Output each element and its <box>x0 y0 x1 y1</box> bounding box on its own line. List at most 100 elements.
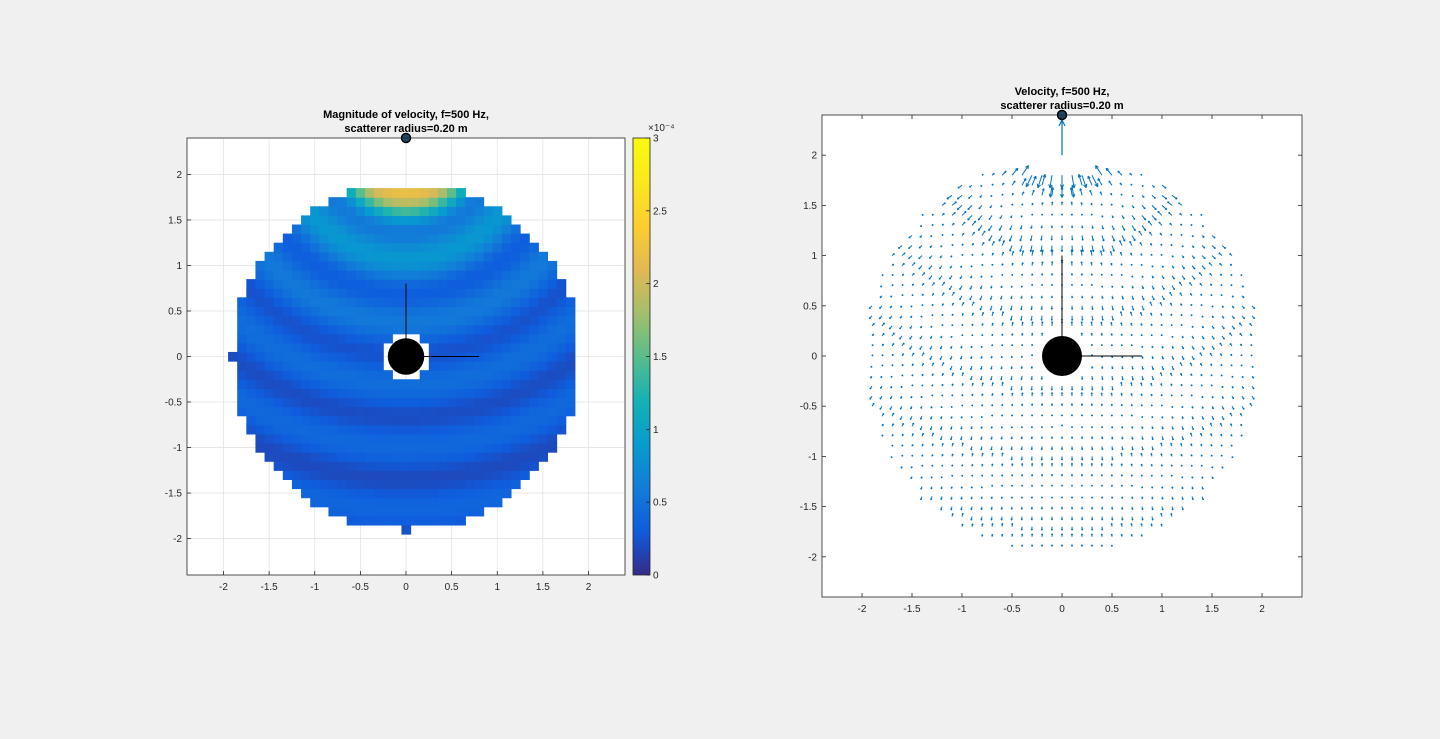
quiver-arrow <box>970 446 973 451</box>
quiver-arrow <box>891 284 894 287</box>
heatmap-cell <box>529 279 539 289</box>
heatmap-cell <box>447 197 457 207</box>
heatmap-cell <box>492 215 503 226</box>
heatmap-cell <box>383 224 393 235</box>
colorbar-tick-label: 1.5 <box>653 352 667 363</box>
quiver-arrow <box>919 345 923 350</box>
heatmap-cell <box>428 233 439 244</box>
heatmap-cell <box>456 288 466 298</box>
heatmap-cell <box>392 488 403 499</box>
heatmap-cell <box>483 206 494 216</box>
quiver-arrow <box>1140 404 1143 407</box>
heatmap-cell <box>538 351 549 362</box>
heatmap-cell <box>501 424 512 435</box>
heatmap-cell <box>364 215 375 226</box>
quiver-arrow <box>970 496 973 500</box>
quiver-arrow <box>1070 201 1073 206</box>
quiver-arrow <box>1010 414 1014 417</box>
heatmap-cell <box>483 333 494 344</box>
heatmap-cell <box>392 188 403 198</box>
heatmap-cell <box>510 297 521 308</box>
quiver-arrow <box>951 313 954 317</box>
quiver-arrow <box>1110 333 1113 337</box>
heatmap-cell <box>447 206 457 216</box>
quiver-arrow <box>969 184 973 188</box>
heatmap-cell <box>337 342 348 353</box>
heatmap-cell <box>346 306 357 317</box>
quiver-arrow <box>1151 506 1154 511</box>
quiver-arrow <box>911 433 914 437</box>
heatmap-cell <box>501 251 512 262</box>
heatmap-cell <box>565 379 576 389</box>
heatmap-cell <box>328 361 339 371</box>
heatmap-cell <box>374 233 384 244</box>
heatmap-cell <box>529 333 539 344</box>
quiver-arrow <box>1140 382 1143 387</box>
heatmap-cell <box>474 206 485 216</box>
colorbar-tick-label: 1 <box>653 425 659 436</box>
heatmap-cell <box>401 188 412 198</box>
heatmap-cell <box>328 442 339 453</box>
quiver-arrow <box>1081 235 1084 241</box>
quiver-arrow <box>1010 426 1013 429</box>
quiver-arrow <box>1201 496 1204 501</box>
quiver-arrow <box>1140 173 1143 176</box>
quiver-arrow <box>899 315 903 319</box>
quiver-arrow <box>1211 395 1214 399</box>
heatmap-cell <box>465 442 476 453</box>
quiver-arrow <box>1150 334 1153 337</box>
quiver-arrow <box>991 414 994 417</box>
heatmap-cell <box>474 379 485 389</box>
heatmap-cell <box>383 379 393 389</box>
quiver-arrow <box>880 375 883 379</box>
quiver-arrow <box>961 334 964 337</box>
quiver-arrow <box>1101 446 1104 451</box>
quiver-arrow <box>909 416 913 420</box>
quiver-arrow <box>1129 172 1133 176</box>
quiver-arrow <box>950 486 953 489</box>
quiver-arrow <box>1020 315 1023 321</box>
heatmap-cell <box>428 506 439 517</box>
quiver-arrow <box>1151 446 1154 451</box>
quiver-arrow <box>1160 372 1163 377</box>
quiver-arrow <box>941 464 944 467</box>
heatmap-cell <box>410 251 421 262</box>
heatmap-cell <box>410 470 421 481</box>
heatmap-cell <box>374 215 384 226</box>
quiver-arrow <box>941 213 945 216</box>
heatmap-cell <box>483 406 494 417</box>
quiver-arrow <box>1031 249 1035 256</box>
quiver-arrow <box>911 283 914 287</box>
heatmap-cell <box>501 479 512 490</box>
heatmap-cell <box>374 388 384 399</box>
quiver-arrow <box>981 404 984 407</box>
quiver-arrow <box>1181 426 1184 430</box>
quiver-arrow <box>1040 386 1043 391</box>
quiver-arrow <box>1219 262 1223 266</box>
heatmap-cell <box>483 379 494 389</box>
heatmap-cell <box>355 215 366 226</box>
heatmap-cell <box>419 206 430 216</box>
heatmap-cell <box>410 488 421 499</box>
quiver-arrow <box>1070 273 1074 276</box>
quiver-arrow <box>1030 516 1033 521</box>
quiver-arrow <box>930 476 933 479</box>
quiver-arrow <box>1060 225 1064 228</box>
quiver-arrow <box>1121 436 1124 440</box>
heatmap-cell <box>538 288 549 298</box>
quiver-arrow <box>1105 167 1113 176</box>
heatmap-cell <box>310 260 320 271</box>
heatmap-cell <box>474 251 485 262</box>
quiver-arrow <box>1240 423 1243 427</box>
quiver-arrow <box>1180 443 1183 447</box>
quiver-arrow <box>971 523 974 527</box>
heatmap-cell <box>510 361 521 371</box>
heatmap-cell <box>510 415 521 426</box>
heatmap-cell <box>355 406 366 417</box>
quiver-arrow <box>1040 315 1043 321</box>
quiver-arrow <box>1201 416 1204 420</box>
heatmap-cell <box>346 233 357 244</box>
heatmap-cell <box>282 388 293 399</box>
quiver-arrow <box>1180 303 1183 307</box>
heatmap-cell <box>392 470 403 481</box>
